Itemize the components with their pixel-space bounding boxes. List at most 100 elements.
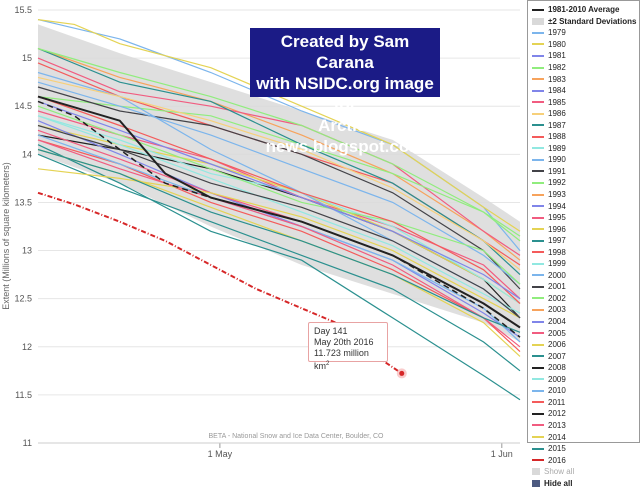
legend-item-2008[interactable]: 2008 xyxy=(532,362,639,374)
series-line-1994 xyxy=(37,100,521,300)
legend-item-1986[interactable]: 1986 xyxy=(532,108,639,120)
legend-swatch xyxy=(532,216,544,219)
legend-label: 2003 xyxy=(548,305,566,315)
legend-item-1993[interactable]: 1993 xyxy=(532,189,639,201)
legend-item-1984[interactable]: 1984 xyxy=(532,85,639,97)
legend-item-1998[interactable]: 1998 xyxy=(532,246,639,258)
legend-label: 2007 xyxy=(548,351,566,361)
legend-label: 1999 xyxy=(548,259,566,269)
legend-item-1989[interactable]: 1989 xyxy=(532,143,639,155)
legend-item-2012[interactable]: 2012 xyxy=(532,408,639,420)
legend-swatch xyxy=(532,54,544,57)
y-tick-label: 11 xyxy=(23,438,32,448)
highlight-point xyxy=(399,370,405,376)
legend-item-2011[interactable]: 2011 xyxy=(532,397,639,409)
legend-item-1995[interactable]: 1995 xyxy=(532,212,639,224)
extent-chart: 11 11.5 12 12.5 13 13.5 14 14.5 15 15.5 1 May 1 Ju… xyxy=(1,5,521,459)
y-tick-label: 13.5 xyxy=(14,197,32,207)
legend-item-std[interactable]: ±2 Standard Deviations xyxy=(532,16,639,28)
legend-label: 2000 xyxy=(548,270,566,280)
legend-swatch xyxy=(532,135,544,138)
legend-swatch xyxy=(532,251,544,254)
legend-label: 1990 xyxy=(548,155,566,165)
legend-swatch xyxy=(532,436,544,438)
legend-item-1996[interactable]: 1996 xyxy=(532,223,639,235)
y-tick-label: 11.5 xyxy=(15,390,32,400)
series-line-1982 xyxy=(37,47,521,237)
legend-swatch xyxy=(532,332,544,335)
legend-label: 1996 xyxy=(548,224,566,234)
legend-item-1992[interactable]: 1992 xyxy=(532,177,639,189)
legend-swatch xyxy=(532,181,544,184)
x-tick-label: 1 May xyxy=(208,449,233,459)
legend-item-2006[interactable]: 2006 xyxy=(532,339,639,351)
y-tick-label: 15 xyxy=(22,53,32,63)
legend-label: 1984 xyxy=(548,86,566,96)
legend-item-2009[interactable]: 2009 xyxy=(532,374,639,386)
overlay-line-2: with NSIDC.org image for xyxy=(256,74,434,114)
series-layer xyxy=(37,19,521,401)
legend-swatch xyxy=(532,274,544,277)
series-line-1997 xyxy=(37,148,521,333)
legend-item-2001[interactable]: 2001 xyxy=(532,281,639,293)
legend-item-2004[interactable]: 2004 xyxy=(532,316,639,328)
legend-item-2010[interactable]: 2010 xyxy=(532,385,639,397)
series-line-2002 xyxy=(37,105,521,285)
legend-years: 1979 1980 1981 1982 1983 1984 1985 1986 1987 1988… xyxy=(532,27,639,466)
legend-label: 1988 xyxy=(548,132,566,142)
legend-item-1987[interactable]: 1987 xyxy=(532,119,639,131)
legend-swatch xyxy=(532,285,544,288)
legend-item-2016[interactable]: 2016 xyxy=(532,454,639,466)
legend-label: 1979 xyxy=(548,28,566,38)
legend-swatch xyxy=(532,205,544,208)
y-axis-label: Extent (Millions of square kilometers) xyxy=(1,162,11,310)
legend-swatch xyxy=(532,366,544,369)
marker-layer xyxy=(396,368,407,379)
legend-item-1997[interactable]: 1997 xyxy=(532,235,639,247)
hide-all-button[interactable]: Hide all xyxy=(532,477,639,489)
series-line-2015 xyxy=(37,144,521,401)
y-tick-label: 14.5 xyxy=(14,101,32,111)
legend-item-1983[interactable]: 1983 xyxy=(532,73,639,85)
legend-item-1981[interactable]: 1981 xyxy=(532,50,639,62)
legend-label: 2005 xyxy=(548,328,566,338)
legend-item-1985[interactable]: 1985 xyxy=(532,96,639,108)
legend-item-1982[interactable]: 1982 xyxy=(532,62,639,74)
legend-item-2007[interactable]: 2007 xyxy=(532,350,639,362)
legend-item-1990[interactable]: 1990 xyxy=(532,154,639,166)
legend-item-2014[interactable]: 2014 xyxy=(532,431,639,443)
legend-item-2005[interactable]: 2005 xyxy=(532,327,639,339)
overlay-line-3: Arctic-news.blogspot.com xyxy=(265,116,425,156)
legend-item-1988[interactable]: 1988 xyxy=(532,131,639,143)
legend-label: 2015 xyxy=(548,444,566,454)
show-all-button[interactable]: Show all xyxy=(532,466,639,478)
y-tick-label: 12 xyxy=(22,342,32,352)
legend-item-average[interactable]: 1981-2010 Average xyxy=(532,4,639,16)
legend-swatch xyxy=(532,412,544,415)
legend-item-2015[interactable]: 2015 xyxy=(532,443,639,455)
legend-item-2013[interactable]: 2013 xyxy=(532,420,639,432)
series-line-2009 xyxy=(37,115,521,314)
legend-item-1999[interactable]: 1999 xyxy=(532,258,639,270)
legend-label: 2008 xyxy=(548,363,566,373)
legend-item-1991[interactable]: 1991 xyxy=(532,166,639,178)
legend-swatch xyxy=(532,17,544,25)
legend-swatch xyxy=(532,170,544,173)
legend-swatch xyxy=(532,308,544,311)
legend-item-1979[interactable]: 1979 xyxy=(532,27,639,39)
legend-swatch xyxy=(532,320,544,323)
y-tick-label: 12.5 xyxy=(14,294,32,304)
legend-label: 2011 xyxy=(548,397,566,407)
legend-label: 1981 xyxy=(548,51,566,61)
series-line-1996 xyxy=(37,168,521,319)
legend-item-1980[interactable]: 1980 xyxy=(532,39,639,51)
x-tick-label: 1 Jun xyxy=(491,449,513,459)
legend-item-2003[interactable]: 2003 xyxy=(532,304,639,316)
legend-label: 2010 xyxy=(548,386,566,396)
legend-item-2002[interactable]: 2002 xyxy=(532,293,639,305)
legend-item-1994[interactable]: 1994 xyxy=(532,200,639,212)
legend-swatch xyxy=(532,228,544,231)
legend-item-2000[interactable]: 2000 xyxy=(532,270,639,282)
legend-swatch xyxy=(532,193,544,196)
legend-label: 1980 xyxy=(548,39,566,49)
